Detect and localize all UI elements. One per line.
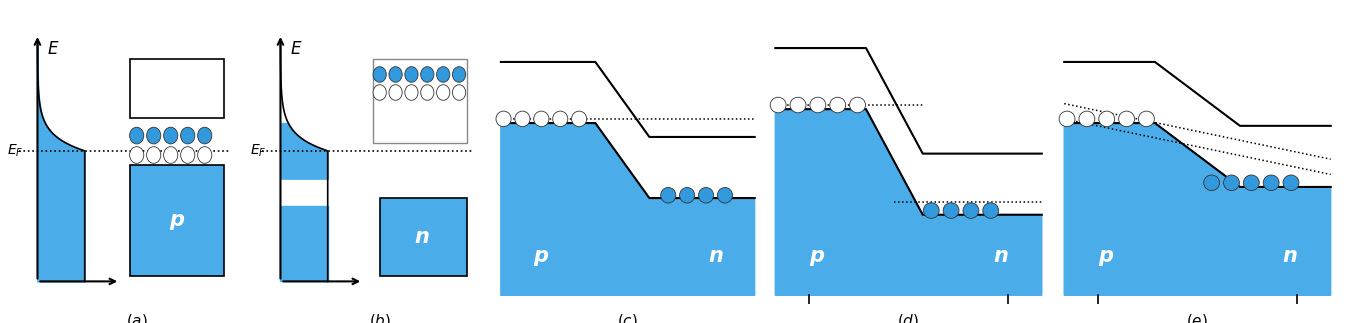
Circle shape <box>571 111 587 127</box>
Circle shape <box>147 147 161 163</box>
Circle shape <box>163 147 178 163</box>
Bar <box>373 59 467 142</box>
Circle shape <box>197 127 212 144</box>
Circle shape <box>1060 111 1075 127</box>
Text: p: p <box>809 246 825 266</box>
Circle shape <box>197 147 212 163</box>
Bar <box>379 198 467 276</box>
Circle shape <box>421 67 433 82</box>
Text: p: p <box>169 210 185 230</box>
Circle shape <box>405 67 418 82</box>
Circle shape <box>495 111 512 127</box>
Polygon shape <box>775 109 1042 295</box>
Circle shape <box>163 127 178 144</box>
Circle shape <box>389 85 402 100</box>
Text: $E_F$: $E_F$ <box>250 143 266 159</box>
Text: p: p <box>533 246 548 266</box>
Bar <box>130 165 224 276</box>
Circle shape <box>181 127 194 144</box>
Circle shape <box>771 97 786 113</box>
Circle shape <box>983 203 999 218</box>
Circle shape <box>181 147 194 163</box>
Circle shape <box>810 97 826 113</box>
Circle shape <box>1223 175 1239 191</box>
Circle shape <box>1204 175 1219 191</box>
Circle shape <box>373 67 386 82</box>
Circle shape <box>698 188 714 203</box>
Circle shape <box>421 85 433 100</box>
Polygon shape <box>501 123 755 295</box>
Circle shape <box>533 111 549 127</box>
Circle shape <box>373 85 386 100</box>
Circle shape <box>830 97 845 113</box>
Circle shape <box>679 188 695 203</box>
Text: $E_F$: $E_F$ <box>7 143 23 159</box>
Text: n: n <box>709 246 724 266</box>
Circle shape <box>1138 111 1154 127</box>
Circle shape <box>1264 175 1278 191</box>
Circle shape <box>405 85 418 100</box>
Text: $(c)$: $(c)$ <box>617 312 639 323</box>
Circle shape <box>452 67 466 82</box>
Bar <box>130 59 224 118</box>
Text: $E$: $E$ <box>47 40 59 58</box>
Polygon shape <box>1064 123 1331 295</box>
Text: $E$: $E$ <box>290 40 302 58</box>
Circle shape <box>1119 111 1134 127</box>
Circle shape <box>790 97 806 113</box>
Circle shape <box>1243 175 1260 191</box>
Circle shape <box>130 127 143 144</box>
Circle shape <box>660 188 676 203</box>
Circle shape <box>849 97 865 113</box>
Circle shape <box>552 111 568 127</box>
Circle shape <box>389 67 402 82</box>
Circle shape <box>1099 111 1115 127</box>
Circle shape <box>452 85 466 100</box>
Circle shape <box>923 203 940 218</box>
Circle shape <box>963 203 979 218</box>
Text: $(d)$: $(d)$ <box>898 312 919 323</box>
Circle shape <box>436 67 450 82</box>
Circle shape <box>1079 111 1095 127</box>
Circle shape <box>130 147 143 163</box>
Circle shape <box>944 203 958 218</box>
Circle shape <box>436 85 450 100</box>
Circle shape <box>1282 175 1299 191</box>
Circle shape <box>717 188 733 203</box>
Text: $(a)$: $(a)$ <box>126 312 147 323</box>
Text: $(e)$: $(e)$ <box>1187 312 1208 323</box>
Text: p: p <box>1099 246 1114 266</box>
Text: $(b)$: $(b)$ <box>369 312 390 323</box>
Text: n: n <box>414 227 429 247</box>
Circle shape <box>514 111 531 127</box>
Circle shape <box>147 127 161 144</box>
Text: n: n <box>1282 246 1297 266</box>
Text: n: n <box>994 246 1008 266</box>
